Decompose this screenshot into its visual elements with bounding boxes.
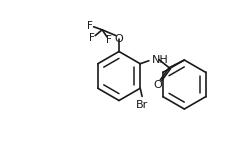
Text: O: O <box>154 80 162 90</box>
Text: Br: Br <box>136 100 148 110</box>
Text: F: F <box>89 33 95 43</box>
Text: F: F <box>106 35 112 45</box>
Text: F: F <box>87 21 93 31</box>
Text: O: O <box>115 34 123 44</box>
Text: NH: NH <box>152 55 169 65</box>
